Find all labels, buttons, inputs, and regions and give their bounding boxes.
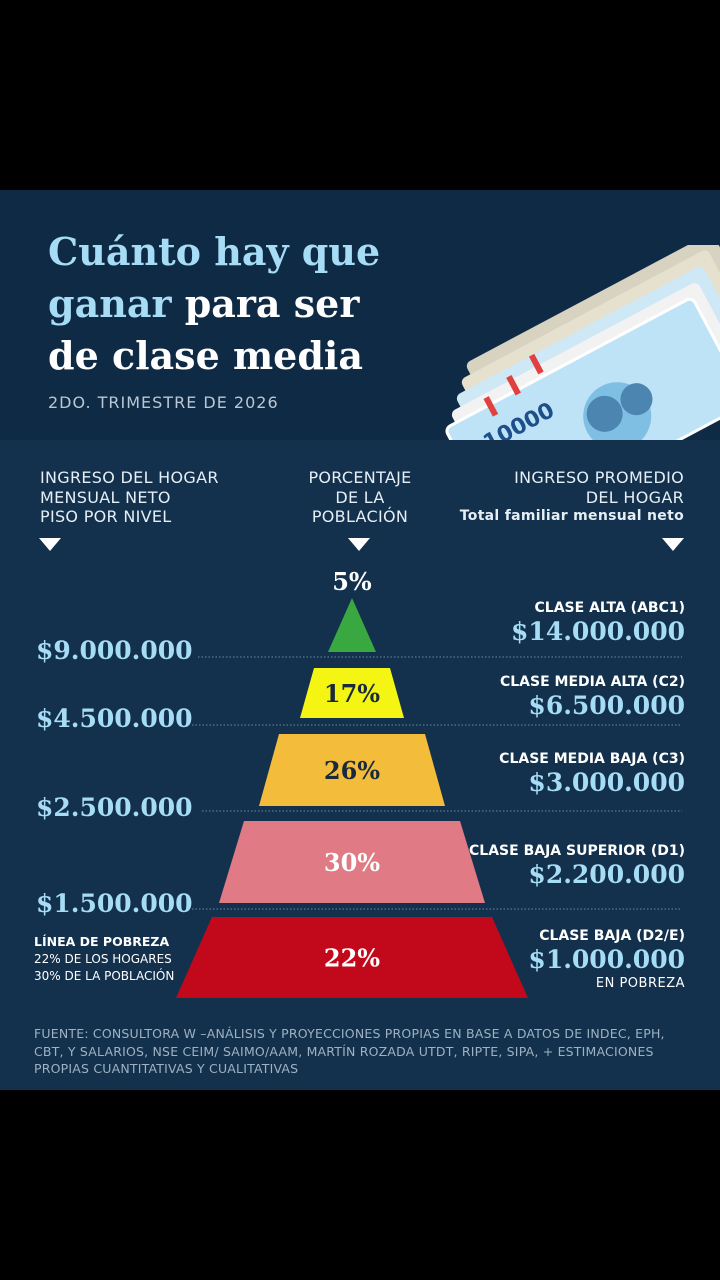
- average-income-label: $3.000.000: [528, 768, 685, 797]
- average-income-label: $14.000.000: [511, 617, 685, 646]
- pyramid-tier: [219, 821, 485, 903]
- col-header-average: INGRESO PROMEDIO DEL HOGAR Total familia…: [460, 468, 684, 527]
- income-floor-label: $9.000.000: [36, 636, 193, 665]
- pyramid-tier: [328, 598, 376, 652]
- col-header-percent: PORCENTAJE DE LA POBLACIÓN: [260, 468, 460, 527]
- col-header-percent-line-1: PORCENTAJE: [308, 468, 412, 487]
- col-header-average-note: Total familiar mensual neto: [459, 508, 684, 524]
- income-floor-label: $2.500.000: [36, 793, 193, 822]
- col-header-floor-line-2: MENSUAL NETO: [40, 487, 171, 507]
- income-floor-label: $4.500.000: [36, 704, 193, 733]
- percent-label: 22%: [324, 944, 380, 973]
- down-arrow-icon: [662, 538, 684, 551]
- percent-label: 5%: [332, 567, 372, 596]
- title-highlight-word: ganar: [48, 281, 172, 326]
- income-pyramid-chart: 5% CLASE ALTA (ABC1)$14.000.000 17% CLASE M…: [36, 567, 685, 998]
- percent-label: 26%: [324, 756, 380, 785]
- class-name-label: CLASE BAJA SUPERIOR (D1): [469, 843, 685, 859]
- class-name-label: CLASE ALTA (ABC1): [535, 600, 685, 616]
- subtitle: 2DO. TRIMESTRE DE 2026: [48, 393, 279, 412]
- income-floor-label: $1.500.000: [36, 889, 193, 918]
- pyramid-tier: [176, 917, 528, 998]
- down-arrow-icon: [39, 538, 61, 551]
- class-name-label: CLASE BAJA (D2/E): [539, 928, 685, 944]
- pyramid-tier: [259, 734, 445, 806]
- source-footer: FUENTE: CONSULTORA W –ANÁLISIS Y PROYECC…: [34, 1026, 665, 1076]
- poverty-line-note: LÍNEA DE POBREZA 22% DE LOS HOGARES 30% …: [34, 933, 174, 986]
- title-line-1: Cuánto hay que: [48, 229, 381, 274]
- poverty-line-households: 22% DE LOS HOGARES: [34, 951, 172, 966]
- average-income-label: $6.500.000: [528, 691, 685, 720]
- col-header-floor: INGRESO DEL HOGAR MENSUAL NETO PISO POR …: [40, 468, 219, 527]
- average-income-label: $1.000.000: [528, 945, 685, 974]
- col-header-percent-line-3: POBLACIÓN: [311, 507, 409, 526]
- page-title: Cuánto hay que ganar para ser de clase med…: [48, 226, 428, 382]
- pyramid-tier: [300, 668, 404, 718]
- poverty-note-label: EN POBREZA: [596, 976, 685, 991]
- col-header-percent-line-2: DE LA: [335, 487, 385, 507]
- class-name-label: CLASE MEDIA BAJA (C3): [499, 751, 685, 767]
- col-header-average-line-1: INGRESO PROMEDIO: [514, 468, 684, 487]
- banknotes-image: 10000: [445, 245, 720, 440]
- title-line-3: de clase media: [48, 333, 363, 378]
- col-header-floor-line-1: INGRESO DEL HOGAR: [40, 468, 219, 487]
- poverty-line-population: 30% DE LA POBLACIÓN: [34, 969, 175, 983]
- col-header-average-line-2: DEL HOGAR: [585, 487, 684, 507]
- col-header-floor-line-3: PISO POR NIVEL: [40, 507, 172, 526]
- average-income-label: $2.200.000: [528, 860, 685, 889]
- percent-label: 17%: [324, 679, 380, 708]
- class-name-label: CLASE MEDIA ALTA (C2): [500, 674, 685, 690]
- title-line-2-rest: para ser: [171, 281, 360, 326]
- header: Cuánto hay que ganar para ser de clase med…: [0, 190, 720, 440]
- down-arrow-icon: [348, 538, 370, 551]
- poverty-line-label: LÍNEA DE POBREZA: [34, 934, 170, 949]
- percent-label: 30%: [324, 848, 380, 877]
- infographic-card: Cuánto hay que ganar para ser de clase med…: [0, 190, 720, 1090]
